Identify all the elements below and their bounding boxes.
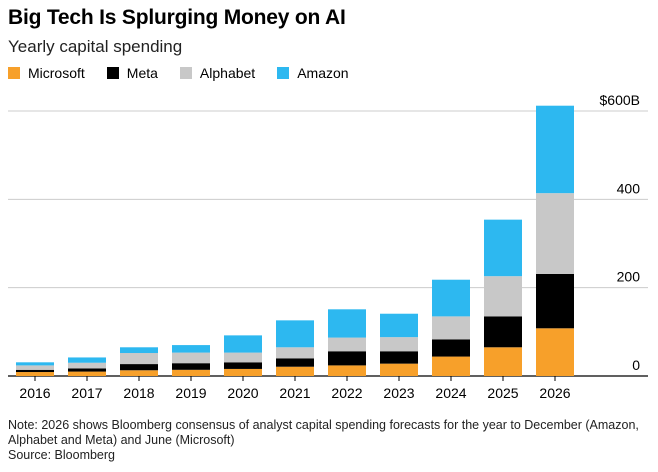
bar-meta-2022 <box>328 351 366 366</box>
x-tick-label: 2020 <box>227 385 258 401</box>
x-tick-label: 2017 <box>71 385 102 401</box>
bar-meta-2016 <box>16 369 54 373</box>
bar-microsoft-2017 <box>68 371 106 376</box>
bar-meta-2026 <box>536 273 574 329</box>
x-tick-label: 2016 <box>19 385 50 401</box>
bar-alphabet-2023 <box>380 337 418 352</box>
x-tick-label: 2019 <box>175 385 206 401</box>
x-tick-label: 2021 <box>279 385 310 401</box>
legend-swatch-alphabet <box>179 67 192 79</box>
legend-item-amazon: Amazon <box>277 65 349 81</box>
legend-swatch-amazon <box>277 67 290 79</box>
bar-microsoft-2018 <box>120 370 158 376</box>
bar-meta-2017 <box>68 368 106 372</box>
bar-meta-2024 <box>432 339 470 357</box>
bar-meta-2021 <box>276 358 314 367</box>
legend-swatch-meta <box>106 67 119 79</box>
x-tick-label: 2025 <box>487 385 518 401</box>
legend-label-microsoft: Microsoft <box>28 65 85 81</box>
x-tick-label: 2024 <box>435 385 466 401</box>
y-tick-label: $600B <box>600 92 640 108</box>
chart-title: Big Tech Is Splurging Money on AI <box>8 6 346 29</box>
bar-meta-2025 <box>484 316 522 348</box>
bar-microsoft-2026 <box>536 328 574 376</box>
bar-microsoft-2016 <box>16 372 54 376</box>
footnote: Note: 2026 shows Bloomberg consensus of … <box>8 418 639 447</box>
bar-alphabet-2022 <box>328 337 366 352</box>
bar-amazon-2020 <box>224 335 262 353</box>
x-tick-label: 2026 <box>539 385 570 401</box>
legend: Microsoft Meta Alphabet Amazon <box>8 65 371 81</box>
bar-alphabet-2020 <box>224 352 262 363</box>
bar-amazon-2023 <box>380 313 418 338</box>
bar-meta-2023 <box>380 351 418 364</box>
bar-microsoft-2022 <box>328 365 366 376</box>
bar-alphabet-2018 <box>120 353 158 365</box>
bar-microsoft-2020 <box>224 368 262 376</box>
bar-amazon-2019 <box>172 345 210 353</box>
bar-amazon-2018 <box>120 347 158 354</box>
legend-swatch-microsoft <box>8 67 20 79</box>
bar-microsoft-2025 <box>484 347 522 376</box>
legend-label-amazon: Amazon <box>297 65 349 81</box>
bar-alphabet-2017 <box>68 362 106 369</box>
bar-alphabet-2024 <box>432 316 470 340</box>
bar-amazon-2026 <box>536 105 574 194</box>
chart-subtitle: Yearly capital spending <box>8 37 183 56</box>
bar-meta-2019 <box>172 363 210 370</box>
x-tick-label: 2018 <box>123 385 154 401</box>
bar-microsoft-2023 <box>380 363 418 376</box>
legend-item-microsoft: Microsoft <box>8 65 85 81</box>
legend-item-meta: Meta <box>106 65 158 81</box>
bar-meta-2020 <box>224 362 262 369</box>
bar-alphabet-2021 <box>276 347 314 359</box>
bar-amazon-2021 <box>276 320 314 348</box>
bar-meta-2018 <box>120 364 158 371</box>
y-tick-label: 200 <box>617 269 641 285</box>
stacked-bar-chart: 0 200 400 $600B 2016 2017 2018 2019 2020 2021 2022… <box>8 92 648 401</box>
bar-microsoft-2024 <box>432 356 470 376</box>
y-tick-label: 0 <box>632 357 640 373</box>
bar-amazon-2024 <box>432 279 470 317</box>
bar-amazon-2017 <box>68 357 106 363</box>
bar-alphabet-2026 <box>536 193 574 274</box>
bar-microsoft-2021 <box>276 366 314 376</box>
bar-amazon-2016 <box>16 362 54 366</box>
bar-alphabet-2025 <box>484 276 522 317</box>
source-line: Source: Bloomberg <box>8 448 116 462</box>
x-tick-label: 2022 <box>331 385 362 401</box>
x-tick-label: 2023 <box>383 385 414 401</box>
y-tick-label: 400 <box>617 180 641 196</box>
chart-notes: Note: 2026 shows Bloomberg consensus of … <box>8 418 648 463</box>
bar-amazon-2025 <box>484 219 522 277</box>
bar-alphabet-2019 <box>172 352 210 364</box>
legend-label-alphabet: Alphabet <box>199 65 256 81</box>
bar-alphabet-2016 <box>16 365 54 370</box>
legend-label-meta: Meta <box>126 65 158 81</box>
legend-item-alphabet: Alphabet <box>179 65 256 81</box>
bar-microsoft-2019 <box>172 369 210 376</box>
bar-amazon-2022 <box>328 309 366 338</box>
